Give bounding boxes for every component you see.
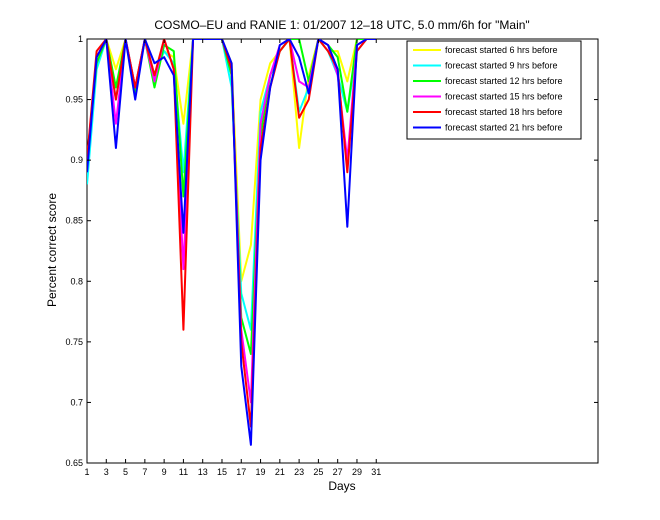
legend-entry: forecast started 12 hrs before	[445, 76, 563, 86]
x-tick-label: 31	[371, 467, 381, 477]
series-layer	[87, 39, 377, 446]
legend: forecast started 6 hrs before forecast st…	[406, 40, 582, 140]
y-tick-label: 1	[78, 34, 83, 44]
x-tick-label: 29	[352, 467, 362, 477]
legend-entry: forecast started 9 hrs before	[445, 61, 558, 71]
x-tick-label: 11	[179, 467, 188, 477]
x-tick-label: 15	[217, 467, 227, 477]
x-tick-label: 1	[84, 467, 89, 477]
x-tick-label: 9	[162, 467, 167, 477]
x-tick-label: 13	[198, 467, 208, 477]
x-axis: 1 3 5 7 9 11 13 15 17 19 21 23 25 27 29 31	[84, 39, 381, 477]
x-tick-label: 27	[333, 467, 343, 477]
legend-box	[406, 40, 582, 140]
y-tick-label: 0.8	[70, 276, 83, 286]
x-tick-label: 23	[294, 467, 304, 477]
x-tick-label: 19	[256, 467, 266, 477]
x-tick-label: 7	[142, 467, 147, 477]
x-tick-label: 25	[313, 467, 323, 477]
x-axis-label: Days	[328, 479, 355, 493]
y-axis: 0.65 0.7 0.75 0.8 0.85 0.9 0.95 1	[65, 34, 598, 468]
x-tick-label: 17	[236, 467, 246, 477]
legend-entry: forecast started 18 hrs before	[445, 107, 563, 117]
plot-frame	[86, 38, 599, 464]
legend-entry: forecast started 6 hrs before	[445, 45, 558, 55]
y-tick-label: 0.75	[65, 337, 83, 347]
y-tick-label: 0.7	[70, 397, 83, 407]
chart-title: COSMO–EU and RANIE 1: 01/2007 12–18 UTC,…	[154, 18, 529, 32]
legend-entry: forecast started 15 hrs before	[445, 92, 563, 102]
x-tick-label: 3	[104, 467, 109, 477]
y-tick-label: 0.95	[65, 95, 83, 105]
y-axis-label: Percent correct score	[45, 193, 59, 307]
y-tick-label: 0.9	[70, 155, 83, 165]
x-tick-label: 21	[275, 467, 285, 477]
x-tick-label: 5	[123, 467, 128, 477]
y-tick-label: 0.85	[65, 216, 83, 226]
legend-entry: forecast started 21 hrs before	[445, 123, 563, 133]
series-line-6	[87, 39, 377, 446]
series-line-5	[87, 39, 377, 428]
y-tick-label: 0.65	[65, 458, 83, 468]
